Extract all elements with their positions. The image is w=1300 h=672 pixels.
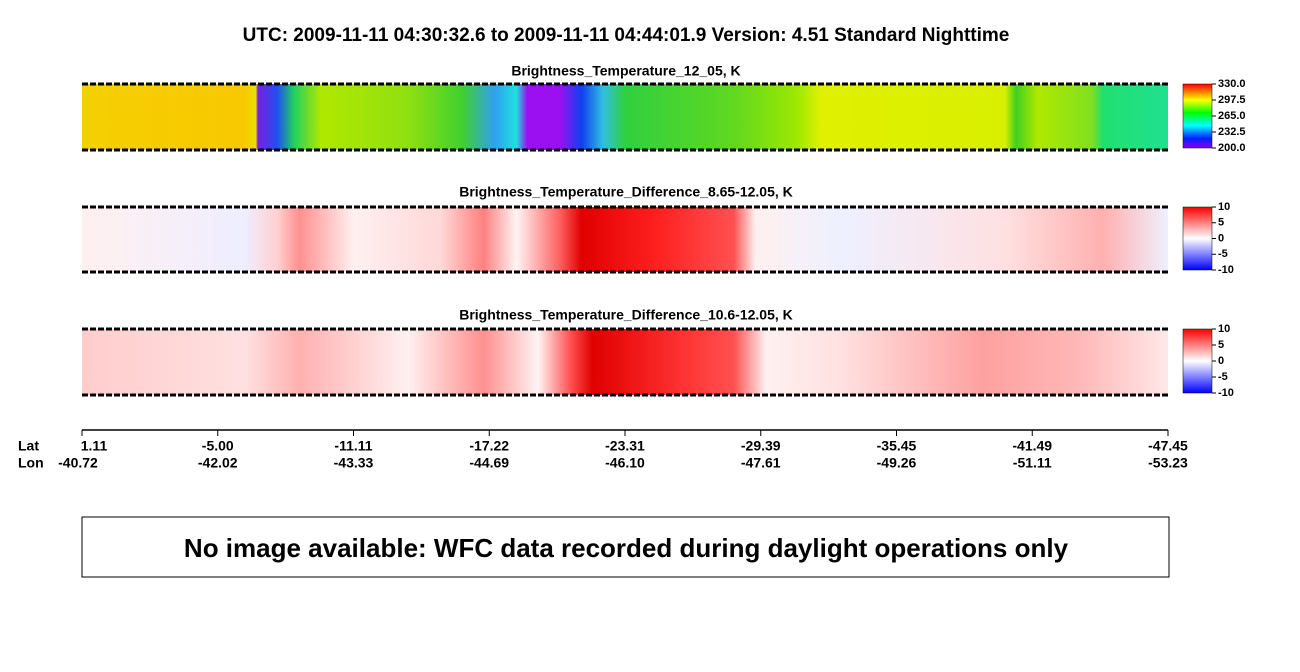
lon-value: -47.61: [741, 455, 781, 471]
lat-value: 1.11: [81, 438, 108, 454]
colorbar-label: 265.0: [1218, 110, 1246, 122]
lat-value: -23.31: [605, 438, 645, 454]
lat-value: -47.45: [1148, 438, 1188, 454]
colorbar-label: 0: [1218, 355, 1224, 367]
lat-value: -29.39: [741, 438, 781, 454]
lon-value: -51.11: [1013, 455, 1052, 471]
lat-value: -17.22: [469, 438, 509, 454]
title: UTC: 2009-11-11 04:30:32.6 to 2009-11-11…: [243, 25, 1010, 46]
colorbar-label: 0: [1218, 232, 1224, 244]
colorbar-label: 330.0: [1218, 78, 1246, 90]
image-strip: [82, 207, 1168, 272]
image-strip: [82, 329, 1168, 395]
lat-value: -41.49: [1012, 438, 1052, 454]
colorbar-label: -5: [1218, 248, 1228, 260]
colorbar-label: 297.5: [1218, 94, 1246, 106]
message-box: [81, 516, 1170, 578]
colorbar-label: -10: [1218, 387, 1234, 399]
lon-value: -42.02: [198, 455, 238, 471]
colorbar-label: 10: [1218, 201, 1230, 213]
lat-value: -35.45: [877, 438, 917, 454]
colorbar: [1182, 328, 1213, 394]
panel-title: Brightness_Temperature_Difference_8.65-1…: [459, 184, 793, 200]
colorbar-label: 5: [1218, 339, 1224, 351]
lon-value: -49.26: [877, 455, 917, 471]
image-strip: [82, 84, 1168, 150]
colorbar-label: 200.0: [1218, 142, 1246, 154]
panel-title: Brightness_Temperature_Difference_10.6-1…: [459, 307, 793, 323]
lon-value: -53.23: [1148, 455, 1188, 471]
lon-value: -43.33: [334, 455, 374, 471]
lon-value: -40.72: [58, 455, 98, 471]
colorbar: [1182, 83, 1213, 149]
lon-label: Lon: [18, 455, 44, 471]
panel-title: Brightness_Temperature_12_05, K: [511, 63, 740, 79]
colorbar: [1182, 206, 1213, 271]
colorbar-label: 232.5: [1218, 126, 1246, 138]
lon-value: -46.10: [605, 455, 645, 471]
colorbar-label: 5: [1218, 217, 1224, 229]
lat-value: -11.11: [334, 438, 372, 454]
lon-value: -44.69: [469, 455, 509, 471]
message: No image available: WFC data recorded du…: [184, 533, 1069, 563]
colorbar-label: -10: [1218, 264, 1234, 276]
colorbar-label: -5: [1218, 371, 1228, 383]
lat-value: -5.00: [202, 438, 234, 454]
colorbar-label: 10: [1218, 323, 1230, 335]
lat-label: Lat: [18, 438, 39, 454]
